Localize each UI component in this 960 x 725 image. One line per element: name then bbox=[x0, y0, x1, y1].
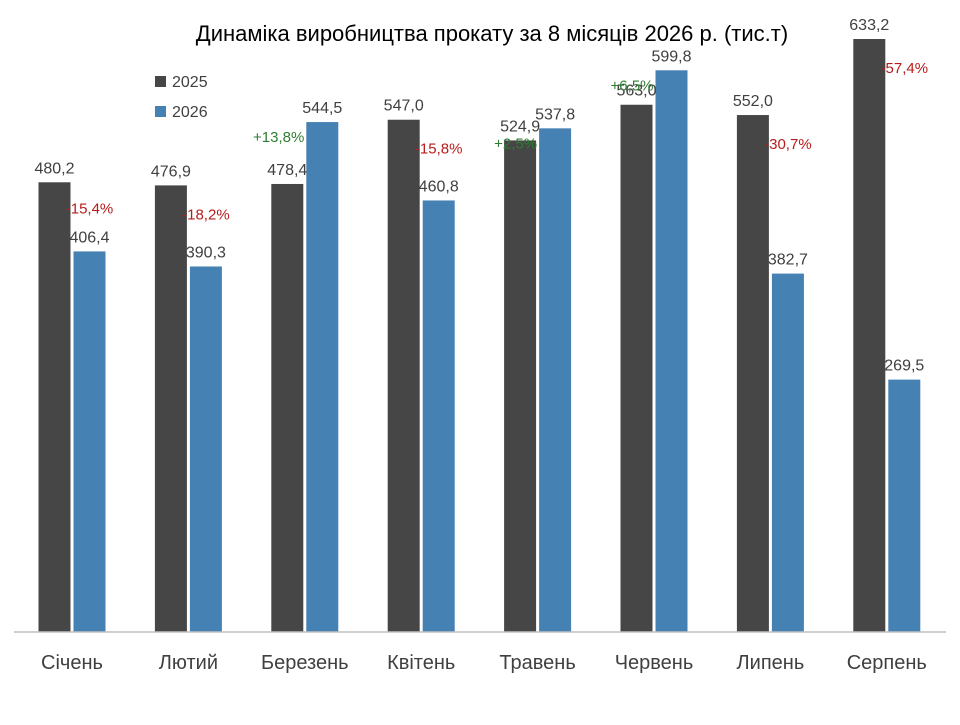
value-label-2026-5: 537,8 bbox=[535, 106, 575, 123]
value-label-2026-7: 382,7 bbox=[768, 252, 808, 269]
change-label-8: -57,4% bbox=[881, 60, 929, 77]
legend-swatch-2025 bbox=[155, 76, 166, 87]
bar-2025-6 bbox=[620, 104, 653, 632]
bar-2026-7 bbox=[771, 273, 804, 632]
value-label-2025-5: 524,9 bbox=[500, 118, 540, 135]
bar-2026-2 bbox=[189, 266, 222, 632]
bar-2025-5 bbox=[504, 140, 537, 632]
bar-2026-4 bbox=[422, 200, 455, 632]
bar-2025-7 bbox=[736, 115, 769, 632]
change-label-3: +13,8% bbox=[253, 129, 304, 146]
value-label-2025-7: 552,0 bbox=[733, 93, 773, 110]
legend-label-2025: 2025 bbox=[172, 74, 208, 91]
value-label-2025-6: 563,0 bbox=[616, 83, 656, 100]
value-label-2026-3: 544,5 bbox=[302, 100, 342, 117]
bar-2026-8 bbox=[888, 379, 921, 632]
change-labels-layer: -15,4% -18,2% +13,8% -15,8% +2,5% +6,5% -30,7%… bbox=[66, 60, 928, 223]
category-labels-layer: Січень Лютий Березень Квітень Травень Червень… bbox=[41, 652, 927, 674]
value-label-2025-2: 476,9 bbox=[151, 163, 191, 180]
bar-2025-4 bbox=[387, 119, 420, 632]
category-label-3: Березень bbox=[261, 652, 349, 674]
category-label-2: Лютий bbox=[159, 652, 218, 674]
value-label-2026-4: 460,8 bbox=[419, 178, 459, 195]
category-label-1: Січень bbox=[41, 652, 103, 674]
change-label-2: -18,2% bbox=[182, 206, 230, 223]
value-label-2025-4: 547,0 bbox=[384, 98, 424, 115]
chart-title: Динаміка виробництва прокату за 8 місяці… bbox=[196, 21, 788, 46]
change-label-6: +6,5% bbox=[611, 77, 654, 94]
bar-2026-6 bbox=[655, 70, 688, 632]
legend-swatch-2026 bbox=[155, 106, 166, 117]
change-label-5: +2,5% bbox=[494, 135, 537, 152]
bar-2026-3 bbox=[306, 122, 339, 632]
legend-label-2026: 2026 bbox=[172, 104, 208, 121]
value-label-2026-1: 406,4 bbox=[69, 229, 109, 246]
category-label-7: Липень bbox=[737, 652, 805, 674]
legend: 2025 2026 bbox=[155, 74, 208, 121]
bar-2025-3 bbox=[271, 183, 304, 632]
bar-2025-1 bbox=[38, 182, 71, 632]
value-label-2025-1: 480,2 bbox=[34, 160, 74, 177]
bar-2026-5 bbox=[539, 128, 572, 633]
category-label-8: Серпень bbox=[847, 652, 927, 674]
category-label-4: Квітень bbox=[387, 652, 455, 674]
bar-2026-1 bbox=[73, 251, 106, 633]
value-label-2026-8: 269,5 bbox=[884, 358, 924, 375]
value-label-2025-8: 633,2 bbox=[849, 17, 889, 34]
category-label-6: Червень bbox=[615, 652, 694, 674]
change-label-7: -30,7% bbox=[764, 136, 812, 153]
value-label-2026-6: 599,8 bbox=[651, 48, 691, 65]
bar-2025-2 bbox=[154, 185, 187, 633]
change-label-4: -15,8% bbox=[415, 141, 463, 158]
category-label-5: Травень bbox=[499, 652, 575, 674]
value-label-2025-3: 478,4 bbox=[267, 162, 307, 179]
change-label-1: -15,4% bbox=[66, 200, 114, 217]
bars-layer bbox=[38, 39, 921, 633]
bar-2025-8 bbox=[853, 39, 886, 632]
value-label-2026-2: 390,3 bbox=[186, 244, 226, 261]
value-labels-layer: 480,2 406,4 476,9 390,3 478,4 544,5 547,0 460,8… bbox=[34, 17, 924, 375]
